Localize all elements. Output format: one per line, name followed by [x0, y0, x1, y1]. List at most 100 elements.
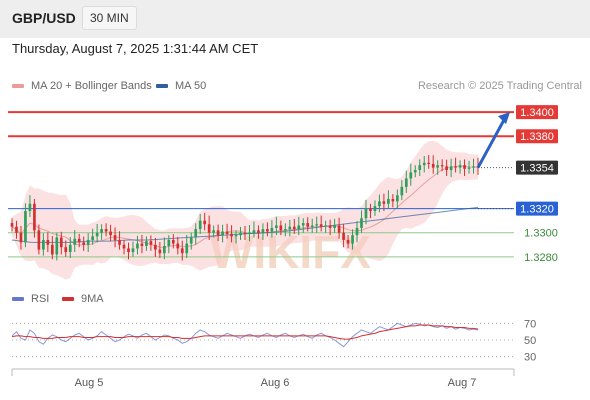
price-tag-1.3354	[516, 160, 558, 175]
candle-body	[19, 232, 23, 243]
timeframe-badge[interactable]: 30 MIN	[82, 6, 137, 30]
candle-body	[275, 225, 278, 228]
candle-body	[310, 225, 314, 227]
candle-body	[283, 229, 287, 231]
legend-ma50-label: MA 50	[175, 80, 207, 92]
ma50-swatch	[156, 84, 168, 88]
candle-body	[449, 166, 453, 170]
price-tag-1.3320	[516, 201, 558, 216]
candle-body	[113, 235, 117, 240]
candle-body	[55, 237, 59, 255]
candle-body	[243, 232, 247, 234]
candle-body	[400, 186, 404, 196]
legend-rsi-ma-label: 9MA	[81, 293, 104, 305]
candle-body	[328, 225, 332, 228]
candle-body	[198, 220, 202, 230]
symbol-title: GBP/USD	[12, 10, 76, 26]
candle-body	[364, 208, 368, 219]
candle-body	[292, 226, 296, 230]
candlestick-layer	[10, 155, 480, 261]
candle-body	[301, 223, 305, 226]
candle-body	[86, 239, 90, 245]
candle-body	[163, 245, 166, 254]
candle-body	[118, 239, 121, 245]
candle-body	[445, 166, 448, 170]
candle-body	[436, 165, 440, 168]
candle-body	[127, 248, 130, 253]
candle-body	[248, 232, 251, 234]
candle-body	[324, 225, 327, 227]
candle-body	[176, 243, 180, 249]
candle-body	[467, 167, 471, 169]
candle-body	[288, 226, 292, 230]
legend-rsi-label: RSI	[31, 293, 50, 305]
rsi-ma-line	[11, 324, 479, 340]
candle-body	[185, 243, 189, 254]
legend-ma-bollinger-label: MA 20 + Bollinger Bands	[31, 80, 152, 92]
candle-body	[257, 230, 260, 233]
candle-body	[207, 224, 211, 233]
price-label-1.3400: 1.3400	[520, 107, 554, 119]
price-label-1.3320: 1.3320	[520, 204, 554, 216]
candle-body	[140, 243, 144, 246]
candle-body	[59, 237, 63, 248]
candle-body	[373, 206, 377, 212]
bollinger-swatch	[12, 84, 24, 88]
candle-body	[37, 230, 41, 250]
candle-body	[136, 243, 139, 249]
price-label-1.3280: 1.3280	[524, 252, 558, 264]
candle-body	[396, 195, 399, 202]
candle-body	[382, 201, 386, 204]
candle-body	[104, 229, 108, 232]
forecast-arrow-shaft	[476, 117, 507, 169]
candle-body	[306, 223, 310, 227]
candle-body	[319, 224, 323, 227]
candle-body	[333, 225, 336, 228]
candle-body	[413, 169, 417, 173]
x-axis: Aug 5 Aug 6 Aug 7	[11, 368, 515, 389]
candle-body	[131, 248, 135, 253]
candle-body	[122, 244, 126, 249]
candle-body	[427, 162, 431, 164]
x-tick-label: Aug 6	[261, 377, 290, 389]
candle-body	[342, 232, 345, 240]
candle-body	[24, 211, 27, 243]
legend-ma-bollinger: MA 20 + Bollinger Bands	[12, 80, 152, 92]
candle-body	[95, 232, 99, 237]
price-tag-1.3380	[516, 129, 558, 144]
x-tick-label: Aug 5	[75, 377, 104, 389]
candle-body	[225, 231, 229, 234]
candle-body	[149, 241, 153, 245]
candle-body	[46, 239, 50, 245]
candle-body	[418, 165, 422, 170]
candle-body	[171, 239, 175, 244]
candle-body	[28, 203, 32, 212]
candle-body	[378, 201, 381, 207]
x-tick-label: Aug 7	[448, 377, 477, 389]
rsi-swatch	[12, 297, 24, 301]
legend-rsi: RSI	[12, 293, 49, 305]
candle-body	[189, 237, 193, 244]
candle-body	[230, 233, 233, 237]
candle-body	[33, 203, 36, 231]
candle-body	[261, 229, 265, 233]
candle-body	[355, 227, 359, 236]
price-tag-1.3400	[516, 105, 558, 120]
candle-body	[409, 172, 413, 179]
price-label-1.3354: 1.3354	[520, 163, 554, 175]
candle-body	[270, 227, 274, 232]
chart-datetime: Thursday, August 7, 2025 1:31:44 AM CET	[12, 41, 259, 56]
candle-body	[387, 198, 390, 204]
rsi-tick-70: 70	[524, 318, 536, 330]
candle-body	[167, 239, 171, 246]
source-credit: Research © 2025 Trading Central	[417, 80, 582, 92]
candle-body	[145, 241, 148, 246]
candle-body	[216, 230, 220, 236]
candle-body	[252, 230, 256, 233]
candle-body	[297, 225, 301, 230]
candle-body	[472, 166, 475, 168]
candle-body	[158, 249, 162, 254]
header-bar: GBP/USD 30 MIN	[0, 0, 590, 38]
candle-body	[279, 225, 283, 231]
